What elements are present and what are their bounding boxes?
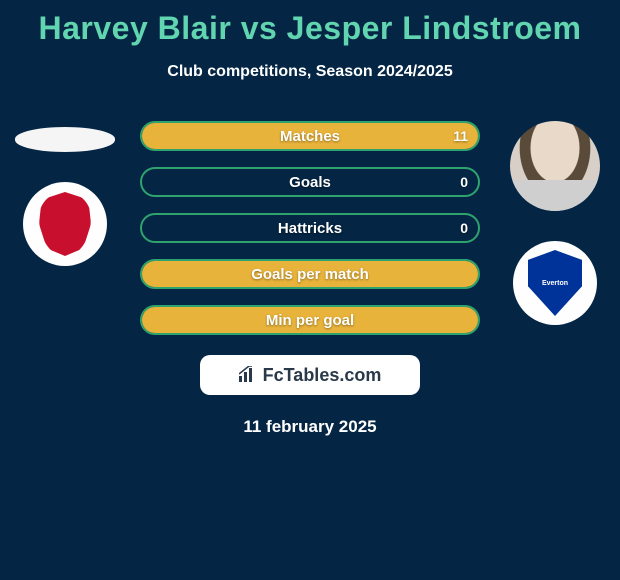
- brand-text: FcTables.com: [263, 365, 382, 386]
- player-left-club-crest: [23, 182, 107, 266]
- stat-label: Goals per match: [142, 261, 478, 287]
- stat-label: Goals: [142, 169, 478, 195]
- stat-value-right: 0: [460, 169, 468, 195]
- stat-row: Min per goal: [140, 305, 480, 335]
- stat-row: Goals0: [140, 167, 480, 197]
- liverpool-crest-icon: [39, 192, 91, 256]
- stat-bars: Matches11Goals0Hattricks0Goals per match…: [140, 121, 480, 351]
- everton-crest-icon: Everton: [525, 250, 585, 316]
- stat-label: Min per goal: [142, 307, 478, 333]
- player-left-avatar: [15, 127, 115, 152]
- stat-label: Matches: [142, 123, 478, 149]
- subtitle: Club competitions, Season 2024/2025: [0, 63, 620, 81]
- bar-chart-icon: [239, 366, 259, 384]
- brand-badge: FcTables.com: [200, 355, 420, 395]
- stat-row: Matches11: [140, 121, 480, 151]
- comparison-panel: Matches11Goals0Hattricks0Goals per match…: [0, 121, 620, 351]
- page-title: Harvey Blair vs Jesper Lindstroem: [0, 0, 620, 47]
- stat-row: Hattricks0: [140, 213, 480, 243]
- stat-row: Goals per match: [140, 259, 480, 289]
- player-right-club-crest: Everton: [513, 241, 597, 325]
- footer-date: 11 february 2025: [0, 417, 620, 437]
- stat-value-right: 11: [453, 123, 468, 149]
- player-right-column: Everton: [500, 121, 610, 325]
- stat-value-right: 0: [460, 215, 468, 241]
- player-right-avatar: [510, 121, 600, 211]
- stat-label: Hattricks: [142, 215, 478, 241]
- player-left-column: [10, 121, 120, 266]
